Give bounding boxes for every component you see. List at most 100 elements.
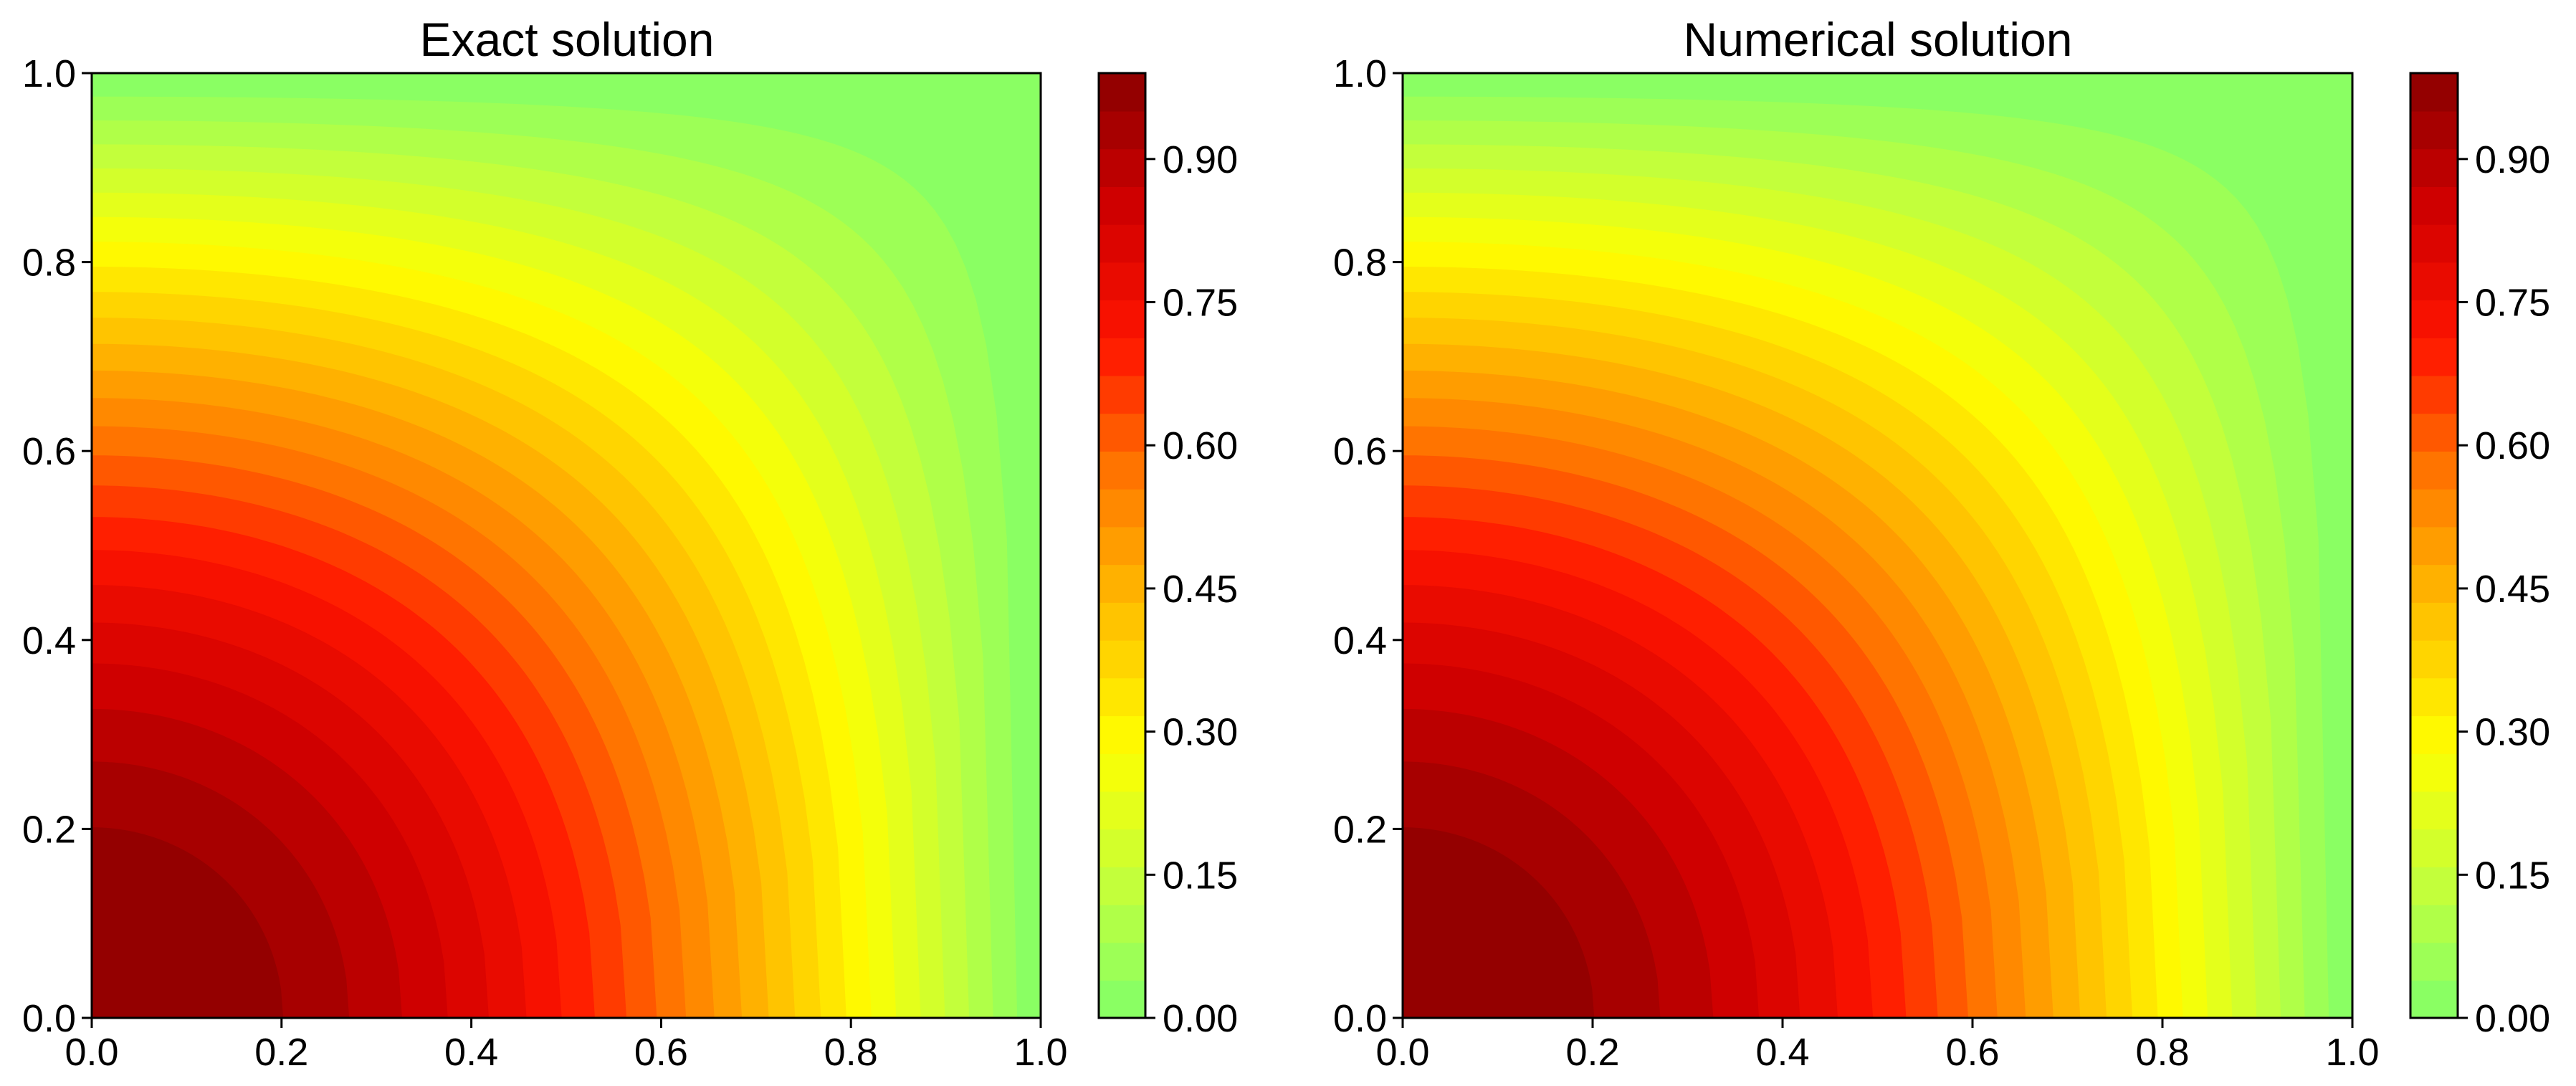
- colorbar-segment: [1099, 110, 1145, 150]
- chart-title: Exact solution: [420, 13, 715, 66]
- y-tick-label: 0.2: [22, 808, 76, 851]
- x-tick-label: 0.2: [254, 1031, 308, 1074]
- y-tick-label: 0.0: [1333, 997, 1387, 1040]
- colorbar-tick-label: 0.90: [2475, 138, 2550, 181]
- x-axis: 0.0 0.2 0.4 0.6 0.8 1.0: [1375, 1018, 2380, 1074]
- colorbar-segment: [1099, 186, 1145, 225]
- colorbar-tick-label: 0.30: [2475, 711, 2550, 754]
- x-tick-label: 0.8: [824, 1031, 878, 1074]
- y-tick-label: 0.4: [1333, 619, 1387, 662]
- colorbar-tick-label: 0.60: [2475, 424, 2550, 467]
- y-axis: 0.0 0.2 0.4 0.6 0.8 1.0: [1333, 52, 1403, 1040]
- contour-band: [91, 827, 284, 1019]
- colorbar-segment: [1099, 224, 1145, 263]
- colorbar-tick-label: 0.45: [2475, 568, 2550, 611]
- y-tick-label: 0.8: [1333, 242, 1387, 285]
- colorbar-segment: [1099, 829, 1145, 867]
- colorbar-segment: [2410, 867, 2458, 905]
- colorbar-segment: [2410, 639, 2458, 679]
- x-tick-label: 0.4: [1755, 1031, 1809, 1074]
- colorbar-frame: [2409, 72, 2459, 1019]
- x-tick-label: 0.6: [1945, 1031, 1999, 1074]
- x-tick-label: 1.0: [1013, 1031, 1067, 1074]
- chart-title: Numerical solution: [1684, 13, 2073, 66]
- y-tick-label: 0.6: [1333, 430, 1387, 473]
- colorbar-segment: [2410, 73, 2458, 112]
- colorbar-segment: [1099, 564, 1145, 603]
- colorbar-segment: [2410, 148, 2458, 187]
- contour-plot: [91, 72, 1041, 1019]
- colorbar-segment: [2410, 338, 2458, 376]
- colorbar-segment: [1099, 980, 1145, 1019]
- colorbar-segment: [1099, 338, 1145, 376]
- colorbar-segment: [1099, 451, 1145, 490]
- colorbar-tick-label: 0.45: [1163, 568, 1238, 611]
- x-tick-label: 0.4: [444, 1031, 498, 1074]
- contour-band: [1402, 827, 1595, 1019]
- y-axis: 0.0 0.2 0.4 0.6 0.8 1.0: [22, 52, 92, 1040]
- colorbar-segment: [1099, 413, 1145, 452]
- colorbar-segment: [2410, 904, 2458, 943]
- colorbar-axis: 0.00 0.15 0.30 0.45 0.60 0.75 0.90: [1145, 138, 1238, 1040]
- colorbar-segment: [2410, 413, 2458, 452]
- plot-frame: [90, 72, 1042, 1019]
- y-tick-label: 0.8: [22, 242, 76, 285]
- colorbar-tick-label: 0.60: [1163, 424, 1238, 467]
- numerical-solution-panel: Numerical solution 0.0 0.2 0.4 0.6 0.8 1.0 0.…: [1333, 13, 2550, 1074]
- colorbar-tick-label: 0.15: [2475, 854, 2550, 897]
- y-tick-label: 1.0: [22, 52, 76, 95]
- colorbar: [1099, 73, 1145, 1019]
- colorbar-segment: [1099, 677, 1145, 717]
- colorbar-segment: [2410, 942, 2458, 981]
- colorbar-axis: 0.00 0.15 0.30 0.45 0.60 0.75 0.90: [2458, 138, 2550, 1040]
- colorbar-segment: [2410, 677, 2458, 717]
- colorbar-segment: [2410, 715, 2458, 754]
- colorbar-segment: [2410, 451, 2458, 490]
- colorbar-segment: [2410, 791, 2458, 830]
- colorbar-segment: [2410, 564, 2458, 603]
- colorbar-segment: [2410, 829, 2458, 867]
- x-tick-label: 1.0: [2325, 1031, 2379, 1074]
- colorbar-segment: [1099, 602, 1145, 641]
- contour-plot: [1402, 72, 2353, 1019]
- colorbar-segment: [2410, 980, 2458, 1019]
- colorbar-segment: [1099, 942, 1145, 981]
- colorbar-segment: [2410, 110, 2458, 150]
- colorbar-segment: [1099, 791, 1145, 830]
- colorbar-segment: [2410, 224, 2458, 263]
- x-tick-label: 0.6: [634, 1031, 688, 1074]
- x-tick-label: 0.2: [1565, 1031, 1619, 1074]
- colorbar-frame: [1097, 72, 1147, 1019]
- colorbar-tick-label: 0.75: [1163, 282, 1238, 325]
- colorbar: [2410, 73, 2458, 1019]
- y-tick-label: 0.6: [22, 430, 76, 473]
- colorbar-segment: [1099, 262, 1145, 301]
- colorbar-tick-label: 0.00: [1163, 997, 1238, 1040]
- colorbar-segment: [1099, 904, 1145, 943]
- colorbar-segment: [2410, 602, 2458, 641]
- colorbar-tick-label: 0.90: [1163, 138, 1238, 181]
- colorbar-segment: [1099, 148, 1145, 187]
- colorbar-segment: [2410, 526, 2458, 566]
- colorbar-segment: [1099, 715, 1145, 754]
- colorbar-tick-label: 0.00: [2475, 997, 2550, 1040]
- colorbar-segment: [1099, 753, 1145, 792]
- colorbar-segment: [1099, 639, 1145, 679]
- exact-solution-panel: Exact solution 0.0 0.2 0.4 0.6 0.8 1.0 0.0 0.2…: [22, 13, 1238, 1074]
- colorbar-segment: [1099, 73, 1145, 112]
- colorbar-segment: [2410, 262, 2458, 301]
- plot-frame: [1401, 72, 2354, 1019]
- x-tick-label: 0.8: [2135, 1031, 2189, 1074]
- colorbar-segment: [1099, 526, 1145, 566]
- y-tick-label: 0.0: [22, 997, 76, 1040]
- colorbar-segment: [2410, 488, 2458, 528]
- colorbar-segment: [1099, 488, 1145, 528]
- colorbar-segment: [1099, 375, 1145, 414]
- colorbar-segment: [2410, 300, 2458, 338]
- colorbar-tick-label: 0.30: [1163, 711, 1238, 754]
- y-tick-label: 0.4: [22, 619, 76, 662]
- colorbar-segment: [2410, 753, 2458, 792]
- x-tick-label: 0.0: [65, 1031, 118, 1074]
- colorbar-tick-label: 0.15: [1163, 854, 1238, 897]
